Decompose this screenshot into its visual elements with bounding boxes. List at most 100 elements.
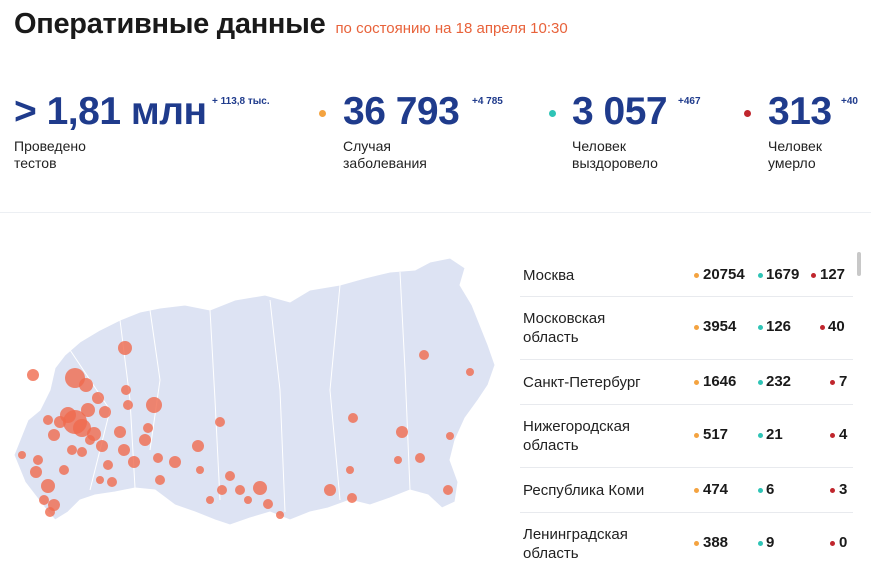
region-name: Ленинградская область xyxy=(523,526,628,562)
map-bubble[interactable] xyxy=(33,455,43,465)
deaths-dot-icon xyxy=(830,380,835,385)
stat-delta: +467 xyxy=(678,96,701,107)
map-bubble[interactable] xyxy=(118,341,132,355)
regions-table: Москва 20754 1679 127 Московская область… xyxy=(520,250,853,575)
page-title: Оперативные данные xyxy=(14,8,326,40)
map-bubble[interactable] xyxy=(18,451,26,459)
region-deaths: 4 xyxy=(839,426,848,443)
deaths-dot-icon xyxy=(830,488,835,493)
table-row[interactable]: Санкт-Петербург 1646 232 7 xyxy=(520,360,853,405)
stat-value: 313 xyxy=(768,90,832,133)
map-bubble[interactable] xyxy=(73,419,91,437)
region-deaths: 127 xyxy=(820,266,846,283)
map-bubble[interactable] xyxy=(139,434,151,446)
map-bubble[interactable] xyxy=(143,423,153,433)
map-bubble[interactable] xyxy=(206,496,214,504)
stat-delta: +4 785 xyxy=(472,96,503,107)
map-bubble[interactable] xyxy=(394,456,402,464)
cases-dot-icon xyxy=(694,380,699,385)
map-bubble[interactable] xyxy=(128,456,140,468)
map-bubble[interactable] xyxy=(54,416,66,428)
map-bubble[interactable] xyxy=(225,471,235,481)
map-bubble[interactable] xyxy=(107,477,117,487)
map-bubble[interactable] xyxy=(39,495,49,505)
recovered-dot-icon xyxy=(758,541,763,546)
map-bubble[interactable] xyxy=(253,481,267,495)
map-bubbles[interactable] xyxy=(18,341,474,519)
table-row[interactable]: Нижегородская область 517 21 4 xyxy=(520,405,853,468)
cases-dot-icon xyxy=(694,433,699,438)
stat-recovered: 3 057 +467 Человек выздоровело xyxy=(572,90,701,172)
region-recovered: 6 xyxy=(766,481,775,498)
region-deaths: 3 xyxy=(839,481,848,498)
map-bubble[interactable] xyxy=(348,413,358,423)
map-bubble[interactable] xyxy=(67,445,77,455)
map-bubble[interactable] xyxy=(77,447,87,457)
table-row[interactable]: Ленинградская область 388 9 0 xyxy=(520,513,853,575)
map-bubble[interactable] xyxy=(85,435,95,445)
deaths-dot-icon xyxy=(830,433,835,438)
region-recovered: 9 xyxy=(766,534,775,551)
map-bubble[interactable] xyxy=(96,476,104,484)
map-bubble[interactable] xyxy=(196,466,204,474)
map-bubble[interactable] xyxy=(276,511,284,519)
map-bubble[interactable] xyxy=(415,453,425,463)
recovered-dot-icon xyxy=(758,433,763,438)
region-cases: 1646 xyxy=(703,373,737,390)
map-bubble[interactable] xyxy=(48,429,60,441)
map-bubble[interactable] xyxy=(396,426,408,438)
map-bubble[interactable] xyxy=(419,350,429,360)
map-bubble[interactable] xyxy=(81,403,95,417)
stat-deaths: 313 +40 Человек умерло xyxy=(768,90,858,172)
map-bubble[interactable] xyxy=(446,432,454,440)
map-bubble[interactable] xyxy=(59,465,69,475)
map-bubble[interactable] xyxy=(169,456,181,468)
map-bubble[interactable] xyxy=(99,406,111,418)
cases-dot-icon xyxy=(694,488,699,493)
russia-map[interactable] xyxy=(10,250,500,575)
map-bubble[interactable] xyxy=(155,475,165,485)
map-bubble[interactable] xyxy=(235,485,245,495)
map-bubble[interactable] xyxy=(346,466,354,474)
stat-label: Проведено тестов xyxy=(14,138,86,171)
map-bubble[interactable] xyxy=(45,507,55,517)
map-bubble[interactable] xyxy=(443,485,453,495)
region-recovered: 21 xyxy=(766,426,783,443)
stat-delta: + 113,8 тыс. xyxy=(212,96,270,107)
cases-dot-icon xyxy=(694,541,699,546)
stat-value: 36 793 xyxy=(343,90,460,133)
region-name: Москва xyxy=(523,267,575,284)
map-bubble[interactable] xyxy=(118,444,130,456)
map-bubble[interactable] xyxy=(217,485,227,495)
map-bubble[interactable] xyxy=(103,460,113,470)
region-recovered: 1679 xyxy=(766,266,800,283)
map-bubble[interactable] xyxy=(244,496,252,504)
map-bubble[interactable] xyxy=(92,392,104,404)
region-cases: 474 xyxy=(703,481,729,498)
stat-cases: 36 793 +4 785 Случая заболевания xyxy=(343,90,503,172)
map-bubble[interactable] xyxy=(123,400,133,410)
deaths-dot-icon xyxy=(811,273,816,278)
map-bubble[interactable] xyxy=(43,415,53,425)
map-bubble[interactable] xyxy=(121,385,131,395)
map-bubble[interactable] xyxy=(114,426,126,438)
map-bubble[interactable] xyxy=(27,369,39,381)
map-bubble[interactable] xyxy=(41,479,55,493)
map-bubble[interactable] xyxy=(215,417,225,427)
map-bubble[interactable] xyxy=(79,378,93,392)
map-bubble[interactable] xyxy=(347,493,357,503)
map-bubble[interactable] xyxy=(30,466,42,478)
table-row[interactable]: Московская область 3954 126 40 xyxy=(520,297,853,360)
stat-label: Человек выздоровело xyxy=(572,138,658,171)
map-bubble[interactable] xyxy=(146,397,162,413)
table-scrollbar[interactable] xyxy=(857,252,861,276)
divider xyxy=(0,212,871,213)
table-row[interactable]: Республика Коми 474 6 3 xyxy=(520,468,853,513)
map-bubble[interactable] xyxy=(324,484,336,496)
table-row[interactable]: Москва 20754 1679 127 xyxy=(520,250,853,297)
map-bubble[interactable] xyxy=(466,368,474,376)
map-bubble[interactable] xyxy=(153,453,163,463)
map-bubble[interactable] xyxy=(96,440,108,452)
map-bubble[interactable] xyxy=(192,440,204,452)
map-bubble[interactable] xyxy=(263,499,273,509)
